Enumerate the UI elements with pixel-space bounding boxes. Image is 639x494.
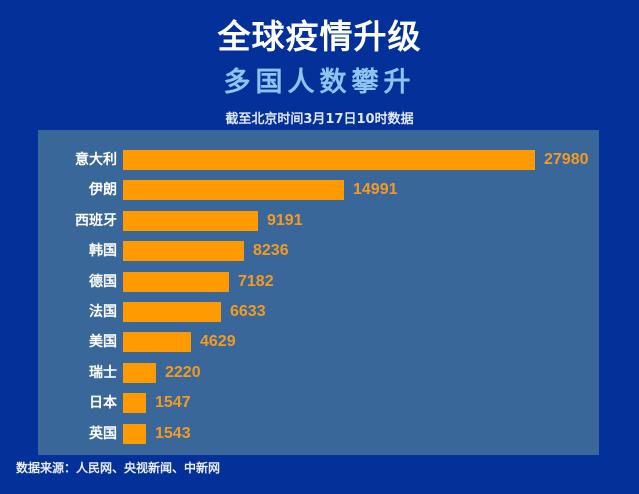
bar-row: 德国 7182: [38, 271, 599, 292]
country-label: 意大利: [75, 152, 117, 168]
bar: [123, 423, 146, 444]
bar-row: 美国 4629: [38, 332, 599, 353]
country-label: 日本: [89, 395, 117, 412]
bar-row: 意大利 27980: [38, 150, 599, 170]
bar: [123, 332, 191, 353]
country-label: 西班牙: [75, 212, 117, 229]
bar: [123, 241, 244, 262]
bar-row: 日本 1547: [38, 393, 599, 414]
bar-row: 法国 6633: [38, 302, 599, 322]
bar-row: 韩国 8236: [38, 241, 599, 262]
value-label: 9191: [267, 211, 303, 229]
bar: [123, 393, 146, 414]
value-label: 27980: [544, 151, 589, 168]
value-label: 7182: [238, 272, 274, 290]
data-source: 数据来源：人民网、央视新闻、中新网: [16, 461, 221, 475]
bar-row: 伊朗 14991: [38, 180, 599, 201]
bar-row: 英国 1543: [38, 423, 599, 444]
data-date-note: 截至北京时间3月17日10时数据: [225, 112, 414, 127]
bar: [123, 180, 344, 201]
country-label: 德国: [89, 273, 117, 290]
bar: [123, 150, 535, 170]
chart-title: 全球疫情升级: [217, 17, 422, 56]
chart-panel: 意大利 27980 伊朗 14991 西班牙 9191 韩国 8236 德国 7…: [38, 130, 599, 455]
country-label: 瑞士: [89, 364, 117, 381]
bar-row: 西班牙 9191: [38, 210, 599, 231]
bar: [123, 271, 229, 292]
country-label: 美国: [89, 334, 117, 351]
bar: [123, 362, 156, 383]
bar-row: 瑞士 2220: [38, 362, 599, 383]
value-label: 8236: [253, 242, 289, 260]
value-label: 4629: [200, 333, 236, 351]
value-label: 2220: [165, 363, 201, 381]
country-label: 英国: [89, 425, 117, 442]
bar: [123, 302, 221, 322]
country-label: 伊朗: [89, 182, 117, 199]
value-label: 6633: [230, 303, 266, 320]
country-label: 法国: [89, 304, 117, 320]
value-label: 1547: [155, 394, 191, 412]
chart-subtitle: 多国人数攀升: [223, 67, 416, 98]
value-label: 14991: [353, 181, 398, 199]
bar: [123, 210, 258, 231]
value-label: 1543: [155, 424, 191, 442]
country-label: 韩国: [89, 243, 117, 260]
